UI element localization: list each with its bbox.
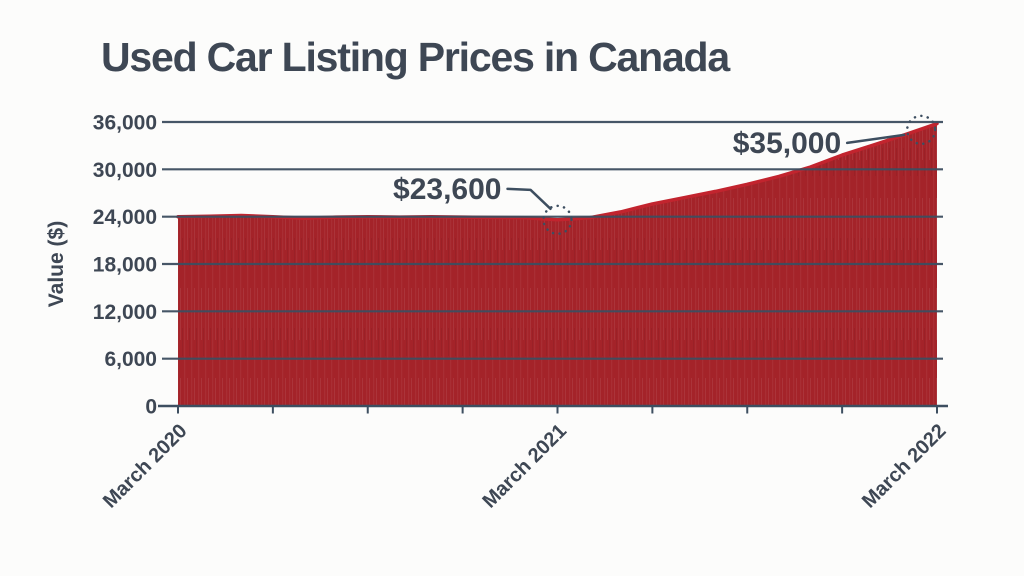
annotation-connector: [845, 133, 906, 145]
annotation-marker-circle: [542, 204, 573, 236]
y-tick-label: 24,000: [93, 206, 157, 229]
x-tick-label: March 2020: [99, 420, 192, 513]
annotation-connector: [506, 187, 552, 211]
price-area-edge: [176, 121, 939, 222]
y-tick-label: 30,000: [93, 159, 157, 182]
y-tick-label: 36,000: [93, 112, 157, 135]
y-tick-label: 12,000: [93, 301, 157, 324]
annotation-label: $23,600: [393, 173, 501, 206]
y-tick-label: 18,000: [93, 254, 157, 277]
y-tick-label: 6,000: [104, 348, 157, 371]
annotation-marker-circle: [905, 114, 937, 146]
annotation-label: $35,000: [733, 127, 841, 160]
x-tick-label: March 2022: [858, 420, 951, 513]
y-tick-label: 0: [145, 396, 157, 419]
x-tick-label: March 2021: [478, 420, 571, 513]
chart-title: Used Car Listing Prices in Canada: [101, 34, 730, 80]
